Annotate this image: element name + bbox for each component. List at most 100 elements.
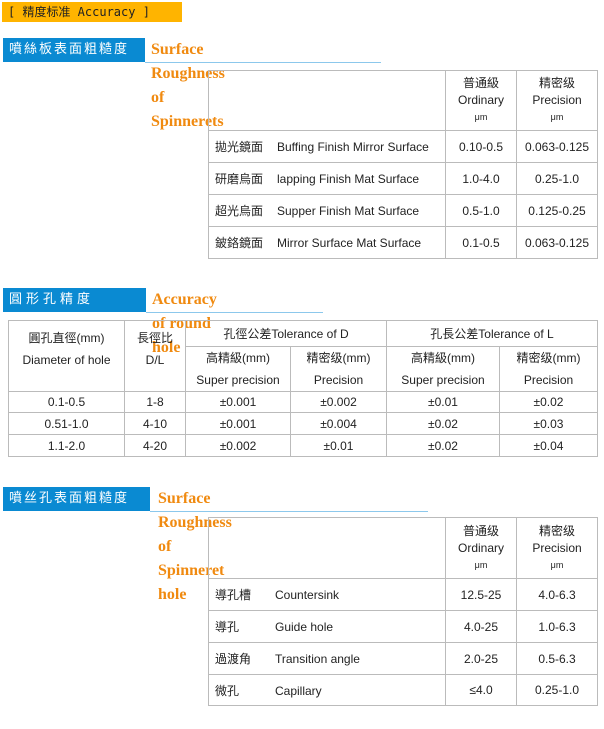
label-cn: 拋光鏡面: [215, 140, 264, 154]
cell: 1-8: [124, 391, 186, 413]
cell: 4-10: [124, 412, 186, 435]
cell-precision: 0.063-0.125: [516, 226, 598, 259]
section-title-cn: 噴丝孔表面粗糙度: [3, 487, 150, 511]
header-en: Super precision: [401, 373, 485, 387]
header-en: Diameter of hole: [22, 353, 111, 367]
label-en: Capillary: [275, 683, 322, 698]
label-cn: 導孔: [215, 620, 240, 634]
table-row: 拋光鏡面 Buffing Finish Mirror Surface 0.10-0.…: [208, 130, 598, 163]
section-title-cn: 噴絲板表面粗糙度: [3, 38, 145, 62]
table-row: 微孔 Capillary ≤4.0 0.25-1.0: [208, 674, 598, 706]
divider: [145, 62, 381, 63]
header-tolerance-d: 孔徑公差Tolerance of D: [185, 320, 387, 347]
label-cn: 過渡角: [215, 652, 252, 666]
header-cn: 圓孔直徑(mm): [28, 331, 105, 345]
label-en: lapping Finish Mat Surface: [277, 172, 420, 186]
header-ordinary: 普通級 Ordinary μm: [445, 70, 517, 131]
cell: ±0.01: [386, 391, 500, 413]
header-precision: 精密级(mm) Precision: [290, 346, 387, 392]
header-en: Super precision: [196, 373, 280, 387]
header-cn: 普通级: [462, 523, 499, 538]
cell: ±0.001: [185, 391, 291, 413]
label-cn: 鈹鉻鏡面: [215, 236, 264, 250]
label-en: Mirror Surface Mat Surface: [277, 236, 422, 250]
cell: ±0.01: [290, 434, 387, 457]
header-en: Precision: [523, 373, 574, 387]
cell: ±0.002: [290, 391, 387, 413]
header-cn: 高精級(mm): [411, 351, 475, 365]
row-label: 超光烏面 Supper Finish Mat Surface: [208, 194, 446, 227]
cell-ordinary: 12.5-25: [445, 578, 517, 611]
cell-ordinary: ≤4.0: [445, 674, 517, 706]
table-row: 0.51-1.0 4-10 ±0.001 ±0.004 ±0.02 ±0.03: [8, 412, 598, 435]
header-super-precision: 高精級(mm) Super precision: [185, 346, 291, 392]
row-label: 過渡角 Transition angle: [208, 642, 446, 675]
label-cn: 研磨烏面: [215, 172, 264, 186]
label-en: Guide hole: [275, 620, 334, 634]
header-en: D/L: [145, 353, 165, 367]
divider: [146, 312, 323, 313]
row-label: 導孔 Guide hole: [208, 610, 446, 643]
table-row: 導孔 Guide hole 4.0-25 1.0-6.3: [208, 610, 598, 643]
cell: ±0.02: [499, 391, 598, 413]
cell-ordinary: 0.5-1.0: [445, 194, 517, 227]
table-row: 1.1-2.0 4-20 ±0.002 ±0.01 ±0.02 ±0.04: [8, 434, 598, 457]
row-label: 微孔 Capillary: [208, 674, 446, 706]
header-en: Ordinary: [457, 540, 504, 555]
cell-ordinary: 4.0-25: [445, 610, 517, 643]
divider: [150, 511, 428, 512]
header-cn: 高精級(mm): [206, 351, 270, 365]
spinneret-hole-roughness-table: 普通级 Ordinary μm 精密级 Precision μm 導孔槽 Counters…: [208, 517, 598, 706]
cell: 0.51-1.0: [8, 412, 125, 435]
spinneret-roughness-table: 普通級 Ordinary μm 精密级 Precision μm 拋光鏡面 Buffing…: [208, 70, 598, 259]
label-cn: 導孔槽: [215, 588, 252, 602]
header-en: Precision: [532, 93, 582, 107]
header-cn: 長徑比: [136, 331, 173, 345]
table-header-row: 圓孔直徑(mm) Diameter of hole 長徑比 D/L 孔徑公差Tole…: [8, 320, 598, 392]
row-label: 鈹鉻鏡面 Mirror Surface Mat Surface: [208, 226, 446, 259]
cell-precision: 0.25-1.0: [516, 674, 598, 706]
cell: 1.1-2.0: [8, 434, 125, 457]
cell: ±0.03: [499, 412, 598, 435]
cell-ordinary: 0.10-0.5: [445, 130, 517, 163]
header-dl: 長徑比 D/L: [124, 320, 186, 392]
cell: ±0.04: [499, 434, 598, 457]
table-row: 鈹鉻鏡面 Mirror Surface Mat Surface 0.1-0.5 0.0…: [208, 226, 598, 259]
header-cn: 精密级: [538, 76, 575, 90]
cell-precision: 0.5-6.3: [516, 642, 598, 675]
cell-precision: 1.0-6.3: [516, 610, 598, 643]
table-row: 研磨烏面 lapping Finish Mat Surface 1.0-4.0 0.2…: [208, 162, 598, 195]
label-en: Countersink: [275, 588, 340, 602]
section-title-cn: 圓形孔精度: [3, 288, 146, 312]
table-header-row: 普通级 Ordinary μm 精密级 Precision μm: [208, 517, 598, 579]
accuracy-header: [ 精度标准 Accuracy ]: [2, 2, 182, 22]
table-header-row: 普通級 Ordinary μm 精密级 Precision μm: [208, 70, 598, 131]
header-en: Precision: [313, 373, 364, 387]
header-unit: μm: [550, 559, 564, 570]
header-precision: 精密级 Precision μm: [516, 517, 598, 579]
header-blank: [208, 517, 446, 579]
cell-precision: 0.25-1.0: [516, 162, 598, 195]
label-en: Transition angle: [275, 652, 360, 666]
header-blank: [208, 70, 446, 131]
row-label: 導孔槽 Countersink: [208, 578, 446, 611]
header-cn: 精密级: [538, 523, 575, 538]
header-unit: μm: [474, 112, 488, 122]
cell: 4-20: [124, 434, 186, 457]
cell-precision: 0.063-0.125: [516, 130, 598, 163]
header-en: Precision: [532, 540, 582, 555]
label-cn: 微孔: [215, 683, 240, 698]
header-en: Ordinary: [457, 93, 504, 107]
header-super-precision: 高精級(mm) Super precision: [386, 346, 500, 392]
header-unit: μm: [550, 112, 564, 122]
header-ordinary: 普通级 Ordinary μm: [445, 517, 517, 579]
cell: ±0.004: [290, 412, 387, 435]
header-cn: 精密级(mm): [516, 351, 581, 365]
section-title-en: Surface Roughness of Spinnerets: [151, 41, 225, 130]
cell: ±0.001: [185, 412, 291, 435]
round-hole-accuracy-table: 圓孔直徑(mm) Diameter of hole 長徑比 D/L 孔徑公差Tole…: [8, 320, 598, 457]
cell-ordinary: 0.1-0.5: [445, 226, 517, 259]
cell: ±0.02: [386, 412, 500, 435]
header-precision: 精密级 Precision μm: [516, 70, 598, 131]
cell: 0.1-0.5: [8, 391, 125, 413]
